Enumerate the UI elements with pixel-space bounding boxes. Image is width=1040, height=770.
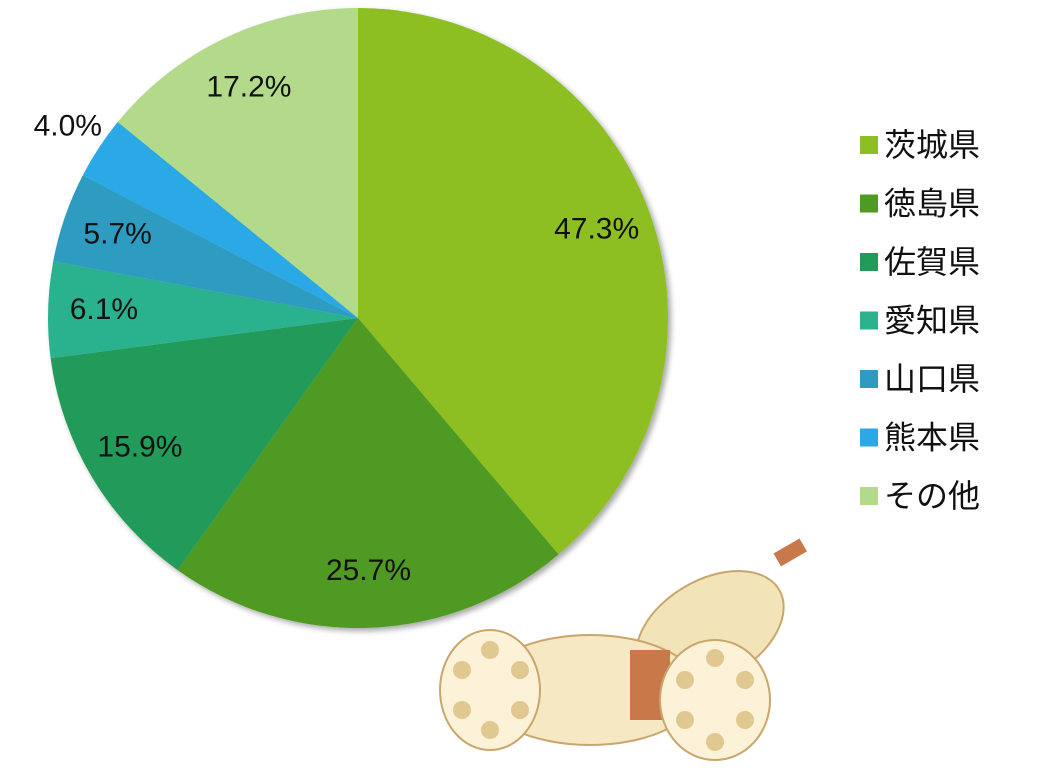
legend-label: 山口県 <box>884 360 980 398</box>
legend-swatch <box>860 253 878 271</box>
data-label: 17.2% <box>206 70 291 103</box>
legend-label: 愛知県 <box>884 302 980 340</box>
data-label: 25.7% <box>326 554 411 587</box>
pie-slice <box>53 175 358 318</box>
legend-label: 徳島県 <box>884 185 980 223</box>
legend-swatch <box>860 428 878 447</box>
legend-label: 茨城県 <box>884 126 980 164</box>
legend-label: 熊本県 <box>884 419 980 457</box>
legend-swatch <box>860 194 878 213</box>
pie-slice <box>117 8 358 318</box>
data-label: 6.1% <box>70 293 138 326</box>
legend-label: 佐賀県 <box>884 243 980 281</box>
data-label: 4.0% <box>34 109 102 142</box>
data-label: 5.7% <box>83 217 151 250</box>
legend-label: その他 <box>884 477 980 515</box>
data-label: 15.9% <box>97 431 182 464</box>
legend-swatch <box>860 311 878 330</box>
pie-slice <box>50 318 358 571</box>
pie-slice <box>82 122 358 318</box>
lotus-illustration <box>439 538 807 761</box>
legend-swatch <box>860 487 878 505</box>
pie <box>47 8 668 628</box>
legend-swatch <box>860 370 878 388</box>
pie-slice <box>47 261 358 359</box>
data-label: 47.3% <box>554 212 639 245</box>
legend-swatch <box>860 136 878 154</box>
pie-slice <box>177 318 559 628</box>
pie-slice <box>358 8 668 555</box>
